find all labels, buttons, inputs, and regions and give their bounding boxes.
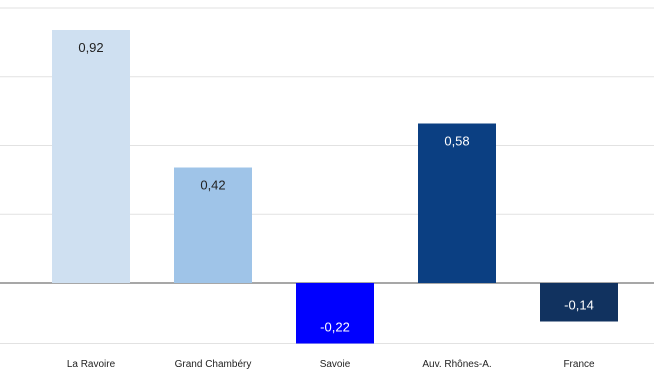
data-labels: 0,92 0,42 -0,22 0,58 -0,14	[78, 40, 593, 335]
tick-label-grand-chambery: Grand Chambéry	[175, 359, 252, 370]
data-label-la-ravoire: 0,92	[78, 40, 103, 55]
category-tick-labels: La Ravoire Grand Chambéry Savoie Auv. Rhône…	[67, 359, 595, 370]
bar-savoie	[296, 283, 374, 344]
bar-la-ravoire	[52, 30, 130, 283]
tick-label-france: France	[563, 359, 595, 370]
tick-label-la-ravoire: La Ravoire	[67, 359, 116, 370]
bars	[52, 30, 618, 344]
bar-grand-chambery	[174, 167, 252, 283]
bar-auv-rhones-a	[418, 123, 496, 283]
data-label-france: -0,14	[564, 298, 594, 313]
bar-france	[540, 283, 618, 322]
tick-label-savoie: Savoie	[320, 359, 351, 370]
data-label-savoie: -0,22	[320, 320, 350, 335]
tick-label-auv-rhones-a: Auv. Rhônes-A.	[422, 359, 491, 370]
data-label-grand-chambery: 0,42	[200, 178, 225, 193]
data-label-auv-rhones-a: 0,58	[444, 134, 469, 149]
